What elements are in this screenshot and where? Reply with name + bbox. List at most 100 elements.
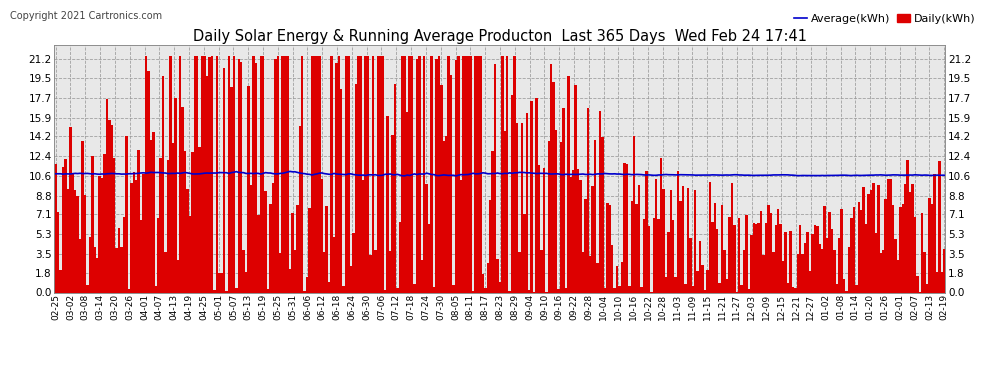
Bar [907, 160, 909, 292]
Bar [552, 82, 554, 292]
Bar [194, 56, 196, 292]
Bar [633, 136, 636, 292]
Bar [509, 291, 511, 292]
Bar [359, 56, 362, 292]
Bar [709, 182, 711, 292]
Bar [794, 288, 797, 292]
Bar [267, 289, 269, 292]
Bar [189, 216, 191, 292]
Bar [304, 291, 306, 292]
Bar [647, 226, 650, 292]
Bar [469, 56, 472, 292]
Bar [349, 266, 352, 292]
Bar [667, 232, 669, 292]
Bar [589, 256, 591, 292]
Bar [711, 222, 714, 292]
Bar [352, 233, 354, 292]
Bar [191, 152, 194, 292]
Bar [789, 231, 792, 292]
Text: Copyright 2021 Cartronics.com: Copyright 2021 Cartronics.com [10, 11, 162, 21]
Bar [904, 184, 907, 292]
Bar [369, 255, 372, 292]
Bar [682, 186, 684, 292]
Bar [240, 62, 243, 292]
Bar [149, 140, 152, 292]
Bar [289, 269, 291, 292]
Bar [467, 56, 469, 292]
Bar [374, 250, 376, 292]
Bar [582, 252, 584, 292]
Bar [636, 204, 638, 292]
Bar [143, 174, 145, 292]
Bar [579, 180, 582, 292]
Bar [423, 56, 426, 292]
Bar [443, 141, 446, 292]
Bar [428, 225, 431, 292]
Bar [850, 218, 852, 292]
Bar [689, 238, 692, 292]
Bar [252, 56, 254, 292]
Bar [203, 56, 206, 292]
Bar [687, 188, 689, 292]
Bar [936, 272, 939, 292]
Bar [249, 185, 252, 292]
Bar [628, 286, 631, 292]
Bar [166, 160, 169, 292]
Bar [216, 56, 218, 292]
Bar [179, 56, 181, 292]
Bar [914, 217, 916, 292]
Bar [772, 252, 774, 292]
Bar [816, 226, 819, 292]
Bar [814, 225, 816, 292]
Bar [494, 64, 496, 292]
Bar [870, 190, 872, 292]
Bar [528, 290, 531, 292]
Bar [638, 186, 641, 292]
Bar [482, 274, 484, 292]
Bar [536, 98, 538, 292]
Bar [496, 259, 499, 292]
Bar [93, 247, 96, 292]
Bar [464, 56, 467, 292]
Bar [66, 189, 69, 292]
Bar [133, 172, 135, 292]
Bar [741, 285, 742, 292]
Bar [538, 165, 541, 292]
Bar [543, 168, 545, 292]
Bar [926, 284, 929, 292]
Bar [343, 286, 345, 292]
Bar [506, 56, 509, 292]
Bar [909, 192, 911, 292]
Bar [765, 223, 767, 292]
Bar [56, 212, 59, 292]
Bar [865, 224, 867, 292]
Bar [839, 238, 841, 292]
Bar [514, 56, 516, 292]
Bar [231, 87, 233, 292]
Bar [441, 85, 443, 292]
Bar [340, 89, 343, 292]
Bar [797, 254, 799, 292]
Bar [248, 86, 249, 292]
Bar [860, 210, 862, 292]
Bar [135, 180, 138, 292]
Bar [596, 264, 599, 292]
Bar [354, 84, 357, 292]
Bar [601, 137, 604, 292]
Bar [523, 214, 526, 292]
Bar [208, 57, 211, 292]
Bar [616, 266, 619, 292]
Bar [284, 56, 286, 292]
Bar [806, 232, 809, 292]
Bar [662, 189, 664, 292]
Bar [308, 208, 311, 292]
Bar [54, 164, 56, 292]
Bar [281, 56, 284, 292]
Bar [777, 209, 779, 292]
Bar [259, 56, 262, 292]
Bar [318, 56, 321, 292]
Bar [655, 179, 657, 292]
Bar [379, 56, 381, 292]
Bar [235, 288, 238, 292]
Bar [286, 56, 289, 292]
